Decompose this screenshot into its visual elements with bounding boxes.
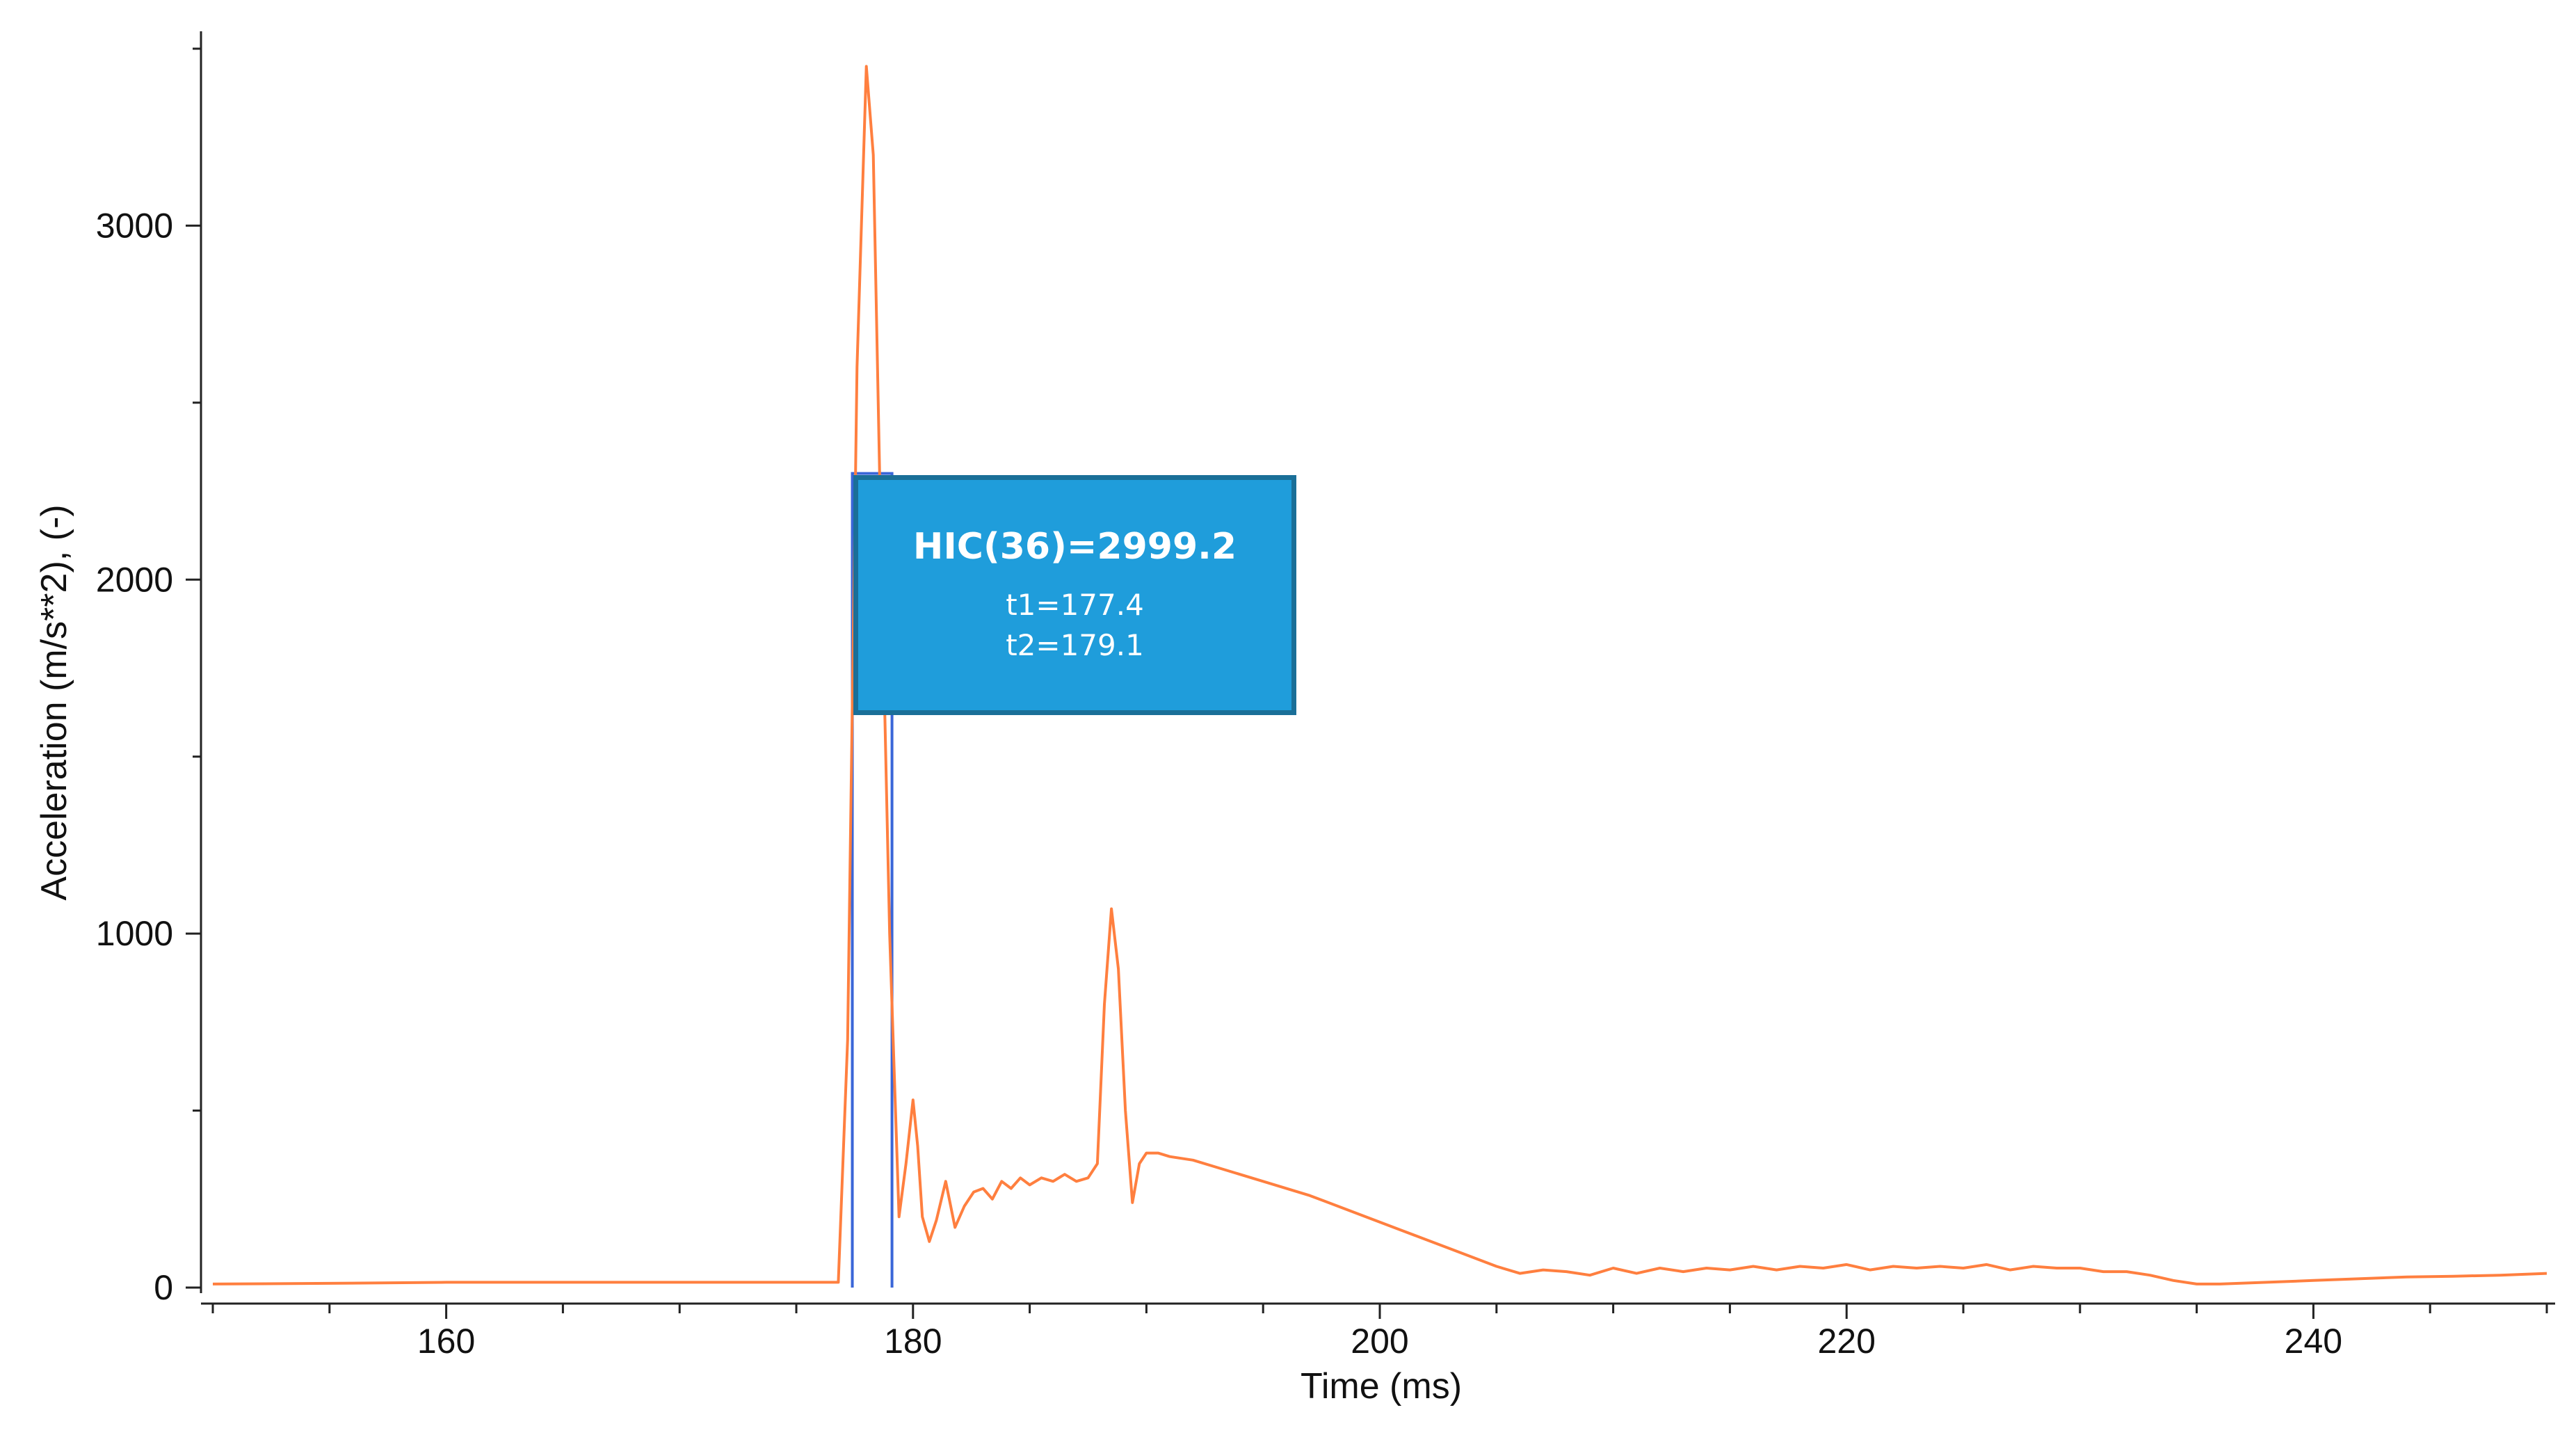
series-line-0 [212, 65, 2547, 1285]
axes-layer: 0 1000 2000 3000 160 180 200 220 240 [96, 31, 2555, 1361]
x-axis-title: Time (ms) [1301, 1366, 1462, 1407]
hic-annotation-box: HIC(36)=2999.2 t1=177.4 t2=179.1 [853, 475, 1296, 715]
y-tick-label: 3000 [96, 206, 173, 245]
x-tick-label: 200 [1351, 1322, 1408, 1361]
y-tick-label: 1000 [96, 914, 173, 953]
x-tick-label: 180 [884, 1322, 942, 1361]
hic-annotation-title: HIC(36)=2999.2 [912, 525, 1237, 568]
hic-window-rect [851, 472, 894, 1288]
x-tick-label: 220 [1817, 1322, 1875, 1361]
x-tick-label: 160 [417, 1322, 475, 1361]
x-tick-label: 240 [2285, 1322, 2342, 1361]
y-tick-label: 2000 [96, 560, 173, 599]
y-tick-label: 0 [154, 1268, 173, 1307]
hic-annotation-t1: t1=177.4 [1006, 587, 1144, 622]
y-axis-title: Acceleration (m/s**2), (-) [34, 504, 74, 900]
plot-layer [212, 65, 2547, 1288]
hic-annotation-t2: t2=179.1 [1006, 628, 1144, 663]
